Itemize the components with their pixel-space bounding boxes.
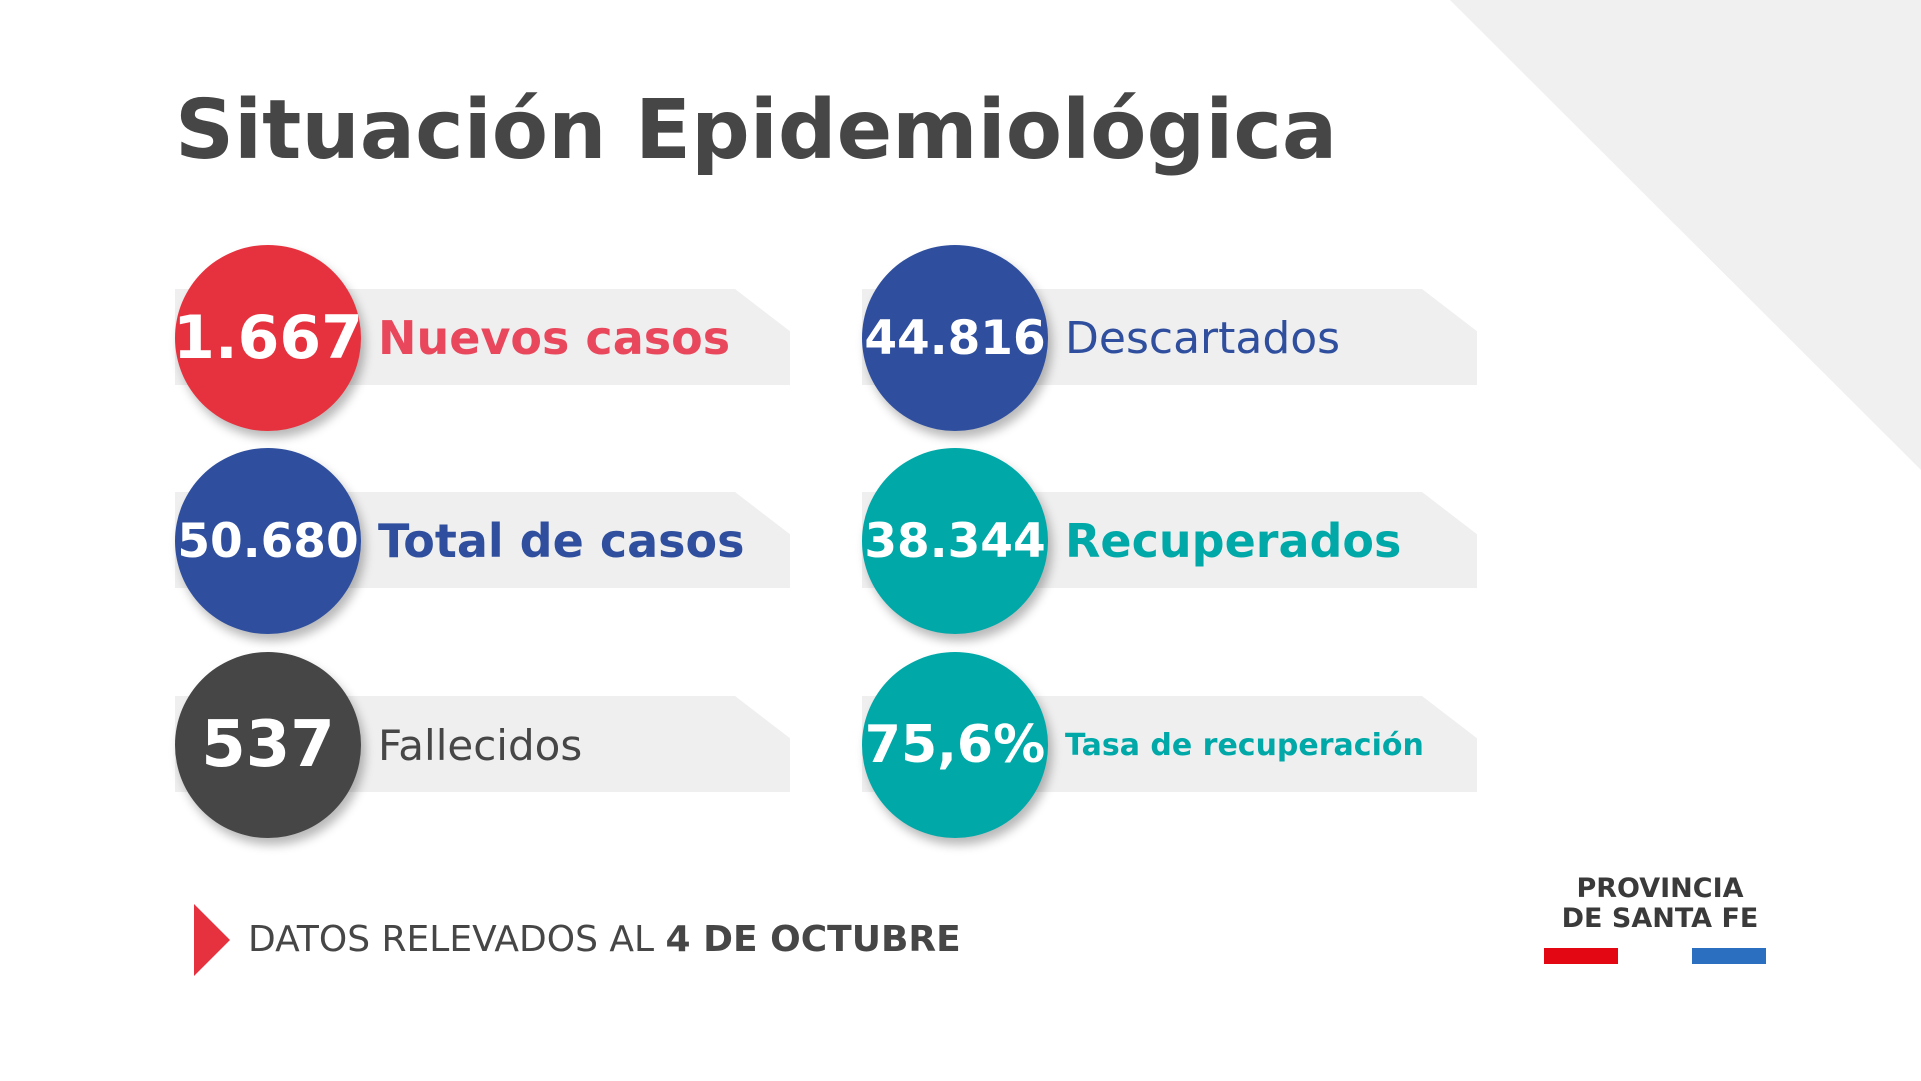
stat-new-cases: 1.667 Nuevos casos xyxy=(173,245,790,431)
footer-date-note: DATOS RELEVADOS AL 4 DE OCTUBRE xyxy=(248,918,961,962)
logo-line-1: PROVINCIA xyxy=(1576,873,1744,904)
footer-arrow-icon xyxy=(194,904,230,976)
stat-value-circle: 537 xyxy=(175,652,361,838)
stat-label: Tasa de recuperación xyxy=(1065,727,1424,763)
footer-date: 4 DE OCTUBRE xyxy=(665,919,961,960)
page-title: Situación Epidemiológica xyxy=(175,83,1338,178)
stat-label: Fallecidos xyxy=(378,720,583,770)
stat-discarded: 44.816 Descartados xyxy=(862,245,1477,431)
stat-recovered: 38.344 Recuperados xyxy=(862,448,1477,634)
stat-recovery-rate: 75,6% Tasa de recuperación xyxy=(862,652,1477,838)
stat-value-circle: 38.344 xyxy=(862,448,1048,634)
footer-prefix: DATOS RELEVADOS AL xyxy=(248,919,666,960)
logo-bars xyxy=(1540,948,1780,964)
stat-label: Descartados xyxy=(1065,312,1341,364)
stat-label: Total de casos xyxy=(378,514,745,568)
stat-value-circle: 50.680 xyxy=(175,448,361,634)
logo-red-bar xyxy=(1544,948,1618,964)
stat-deaths: 537 Fallecidos xyxy=(175,652,790,838)
logo-blue-bar xyxy=(1692,948,1766,964)
stat-label: Recuperados xyxy=(1065,514,1402,568)
stat-label: Nuevos casos xyxy=(378,311,731,365)
stat-value-circle: 75,6% xyxy=(862,652,1048,838)
stat-total-cases: 50.680 Total de casos xyxy=(175,448,790,634)
logo-line-2: DE SANTA FE xyxy=(1561,903,1759,934)
stat-value-circle: 1.667 xyxy=(173,245,363,431)
province-logo: PROVINCIA DE SANTA FE xyxy=(1540,874,1780,964)
stat-value-circle: 44.816 xyxy=(862,245,1048,431)
